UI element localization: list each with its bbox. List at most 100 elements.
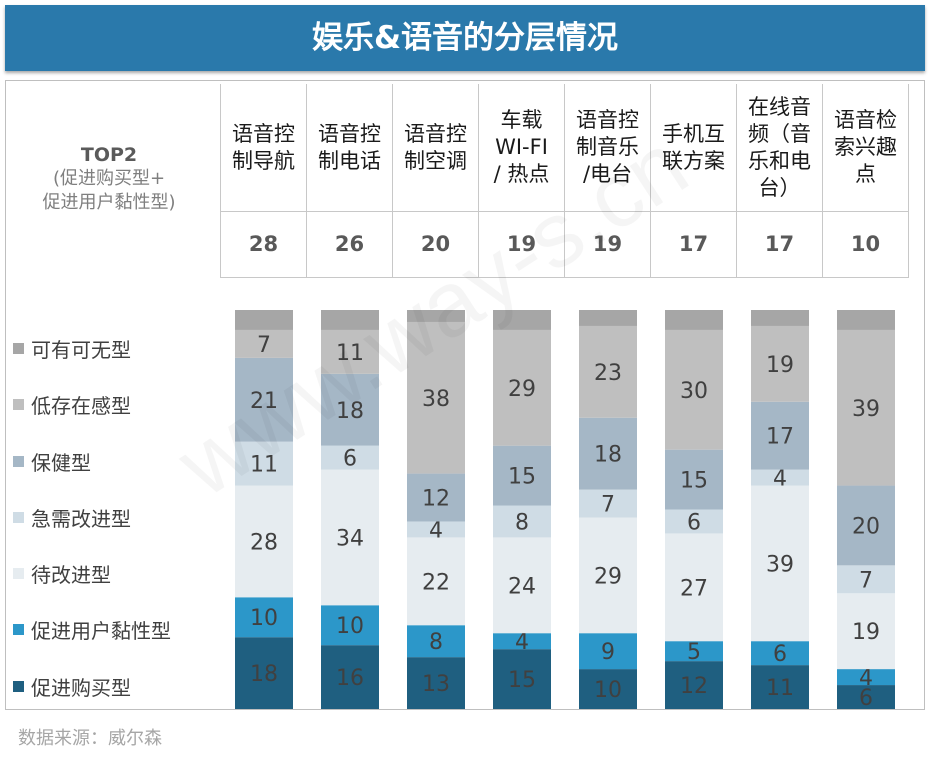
bar-segment bbox=[493, 537, 551, 634]
data-label: 30 bbox=[680, 379, 708, 404]
top2-value-cell: 19 bbox=[564, 212, 650, 277]
data-label: 18 bbox=[250, 662, 278, 687]
data-label: 19 bbox=[766, 353, 794, 378]
data-label: 10 bbox=[336, 614, 364, 639]
data-label: 27 bbox=[680, 576, 708, 601]
bar-segment bbox=[579, 517, 637, 634]
category-label-line: 在线音 bbox=[748, 94, 811, 119]
data-label: 5 bbox=[687, 640, 701, 665]
category-header: 手机互 联方案 bbox=[650, 84, 736, 211]
data-label: 15 bbox=[680, 469, 708, 494]
data-label: 29 bbox=[508, 377, 536, 402]
bar-segment bbox=[579, 633, 637, 670]
top2-row-label: TOP2 (促进购买型+ 促进用户黏性型) bbox=[8, 143, 210, 215]
data-label: 12 bbox=[422, 487, 450, 512]
category-label-line: 频（音 bbox=[748, 121, 811, 146]
bar-segment bbox=[407, 537, 465, 626]
category-header: 语音控 制音乐/电台 bbox=[564, 84, 650, 211]
bar-segment bbox=[235, 329, 293, 358]
category-label-line: 制音乐 bbox=[576, 135, 639, 159]
top2-value: 28 bbox=[248, 232, 279, 256]
data-label: 4 bbox=[429, 518, 443, 543]
data-label: 18 bbox=[594, 443, 622, 468]
category-label-line: 语音控 bbox=[404, 121, 467, 146]
bar-segment bbox=[407, 521, 465, 538]
source-note: 数据来源：威尔森 bbox=[18, 728, 162, 749]
header-right-line bbox=[908, 84, 909, 278]
bar-segment bbox=[321, 605, 379, 646]
data-label: 15 bbox=[508, 465, 536, 490]
bar-segment bbox=[751, 665, 809, 709]
category-label: 语音控 制空调 bbox=[400, 121, 471, 175]
top2-value: 10 bbox=[850, 232, 881, 256]
data-label: 16 bbox=[336, 666, 364, 691]
category-label-line: 索兴趣 bbox=[834, 135, 897, 159]
data-label: 4 bbox=[859, 666, 873, 691]
bar-segment bbox=[751, 310, 809, 326]
legend-label: 急需改进型 bbox=[31, 506, 131, 531]
legend-swatch bbox=[13, 455, 24, 467]
bar-segment bbox=[751, 641, 809, 666]
top2-value-cell: 17 bbox=[650, 212, 736, 277]
top2-value-cell: 20 bbox=[392, 212, 478, 277]
bar-segment bbox=[235, 485, 293, 598]
data-label: 6 bbox=[859, 686, 873, 711]
top2-value: 19 bbox=[592, 232, 623, 256]
data-label: 6 bbox=[343, 447, 357, 472]
data-label: 8 bbox=[429, 630, 443, 655]
bar-segment bbox=[493, 649, 551, 709]
data-label: 6 bbox=[773, 642, 787, 667]
bar-segment bbox=[321, 373, 379, 446]
category-header: 语音控 制电话 bbox=[306, 84, 392, 211]
category-label-line: 制导航 bbox=[232, 148, 295, 173]
data-label: 9 bbox=[601, 640, 615, 665]
data-label: 7 bbox=[859, 568, 873, 593]
category-label-line: 语音控 bbox=[576, 108, 639, 132]
top2-value-cell: 28 bbox=[220, 212, 306, 277]
bar-segment bbox=[579, 669, 637, 709]
legend-swatch bbox=[13, 567, 24, 579]
bar-segment bbox=[837, 485, 895, 566]
bar-segment bbox=[235, 441, 293, 486]
top2-label-line3: 促进用户黏性型) bbox=[42, 192, 176, 213]
top2-value-cell: 19 bbox=[478, 212, 564, 277]
category-label-line: WI-FI bbox=[495, 135, 548, 159]
header-divider bbox=[220, 211, 908, 212]
legend-swatch bbox=[13, 623, 24, 635]
category-label-line: 制空调 bbox=[404, 148, 467, 173]
legend-swatch bbox=[13, 511, 24, 523]
legend-item: 可有可无型 bbox=[13, 336, 131, 362]
bar-segment bbox=[321, 329, 379, 374]
category-label-line: / 热点 bbox=[493, 162, 550, 186]
bar-segment bbox=[665, 509, 723, 534]
bar-segment bbox=[493, 329, 551, 446]
data-label: 7 bbox=[601, 493, 615, 518]
bar-segment bbox=[493, 505, 551, 538]
category-label: 语音检 索兴趣点 bbox=[830, 107, 901, 188]
top2-value: 26 bbox=[334, 232, 365, 256]
category-label: 手机互 联方案 bbox=[658, 121, 729, 175]
top2-label-line1: TOP2 bbox=[80, 144, 138, 166]
legend-item: 待改进型 bbox=[13, 561, 111, 587]
category-label-line: 点 bbox=[855, 162, 876, 186]
category-header: 车载 WI-FI / 热点 bbox=[478, 84, 564, 211]
legend-item: 促进用户黏性型 bbox=[13, 617, 171, 643]
data-label: 13 bbox=[422, 672, 450, 697]
data-label: 11 bbox=[250, 453, 278, 478]
legend-item: 急需改进型 bbox=[13, 505, 131, 531]
data-label: 39 bbox=[852, 397, 880, 422]
top2-value: 20 bbox=[420, 232, 451, 256]
legend-item: 低存在感型 bbox=[13, 392, 131, 418]
bar-segment bbox=[837, 329, 895, 486]
data-label: 4 bbox=[515, 630, 529, 655]
bar-segment bbox=[579, 489, 637, 518]
bar-segment bbox=[235, 597, 293, 638]
category-header: 语音控 制导航 bbox=[220, 84, 306, 211]
category-label-line: 联方案 bbox=[662, 148, 725, 173]
bar-segment bbox=[837, 685, 895, 709]
category-label-line: 制电话 bbox=[318, 148, 381, 173]
category-header: 在线音 频（音 乐和电 台） bbox=[736, 84, 822, 211]
bar-segment bbox=[321, 645, 379, 709]
data-label: 11 bbox=[336, 341, 364, 366]
data-label: 23 bbox=[594, 361, 622, 386]
